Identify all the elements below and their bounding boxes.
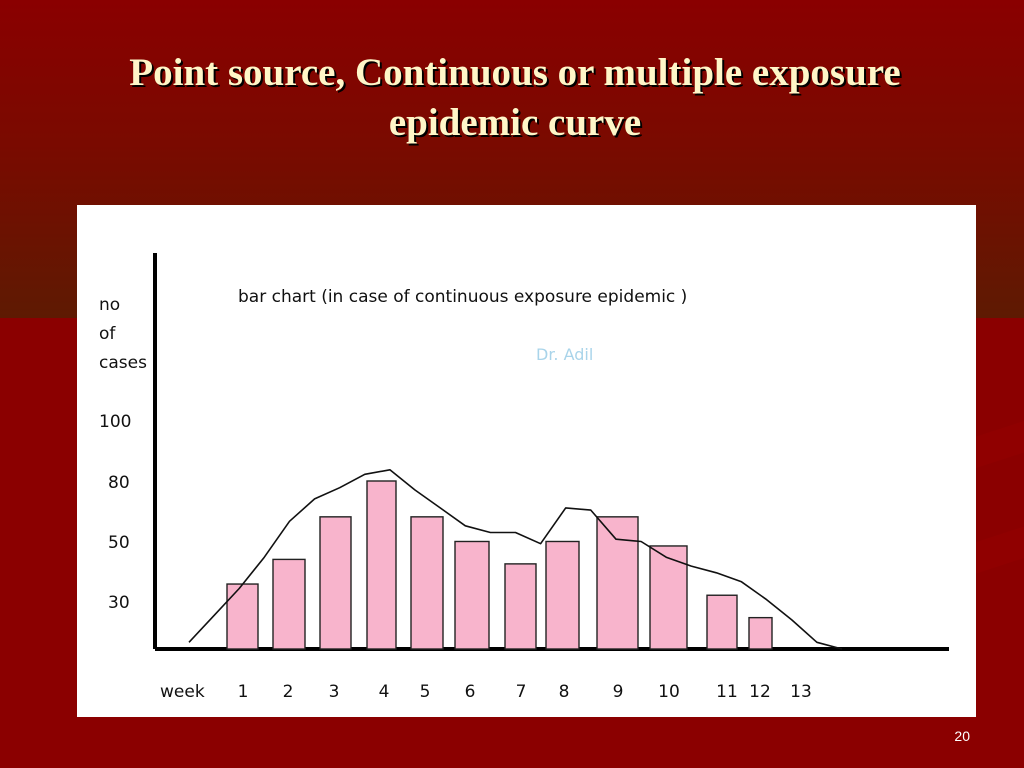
x-tick-label-week-6: 6 xyxy=(465,682,476,702)
x-tick-label-week-13: 13 xyxy=(790,682,812,702)
bar-week-10 xyxy=(649,545,688,650)
x-tick-label-week-3: 3 xyxy=(329,682,340,702)
chart-curve xyxy=(188,468,843,650)
y-tick-label: 30 xyxy=(108,593,130,613)
y-tick-label: 50 xyxy=(108,533,130,553)
y-axis-label-line: of xyxy=(99,324,116,344)
x-tick-label-week-10: 10 xyxy=(658,682,680,702)
slide-title-line-1: Point source, Continuous or multiple exp… xyxy=(129,51,901,94)
bar-week-8 xyxy=(545,540,580,650)
slide-page-number: 20 xyxy=(954,728,970,744)
epidemic-bar-chart: bar chart (in case of continuous exposur… xyxy=(99,253,949,702)
y-axis-label-line: no xyxy=(99,295,120,315)
slide-title-line-2: epidemic curve xyxy=(388,101,642,144)
y-axis-label-line: cases xyxy=(99,353,147,373)
bar-week-4 xyxy=(366,480,397,650)
x-tick-label-week-7: 7 xyxy=(516,682,527,702)
x-tick-label-week-4: 4 xyxy=(379,682,390,702)
x-tick-label-week-9: 9 xyxy=(613,682,624,702)
y-tick-label: 80 xyxy=(108,473,130,493)
bar-week-1 xyxy=(226,583,259,650)
y-tick-label: 100 xyxy=(99,412,131,432)
x-tick-label-week-12: 12 xyxy=(749,682,771,702)
x-tick-label-week-1: 1 xyxy=(238,682,249,702)
x-tick-label-week-2: 2 xyxy=(283,682,294,702)
bar-week-11 xyxy=(706,594,738,650)
x-tick-label-week-8: 8 xyxy=(559,682,570,702)
chart-title: bar chart (in case of continuous exposur… xyxy=(238,287,687,307)
chart-watermark: Dr. Adil xyxy=(536,345,593,364)
bar-week-3 xyxy=(319,516,352,650)
bar-week-7 xyxy=(504,563,537,650)
bar-week-5 xyxy=(410,516,444,650)
x-tick-label-week-11: 11 xyxy=(716,682,738,702)
slide-title: Point source, Continuous or multiple exp… xyxy=(40,48,990,148)
bar-week-2 xyxy=(272,558,306,650)
bar-week-6 xyxy=(454,540,490,650)
bar-week-9 xyxy=(596,516,639,650)
bar-week-12 xyxy=(748,616,773,650)
x-tick-label-week-5: 5 xyxy=(420,682,431,702)
x-axis-label: week xyxy=(160,682,205,702)
chart-bars xyxy=(226,480,773,650)
epidemic-curve-line xyxy=(188,468,843,650)
chart-labels: bar chart (in case of continuous exposur… xyxy=(99,287,812,702)
chart-panel: bar chart (in case of continuous exposur… xyxy=(77,205,976,717)
